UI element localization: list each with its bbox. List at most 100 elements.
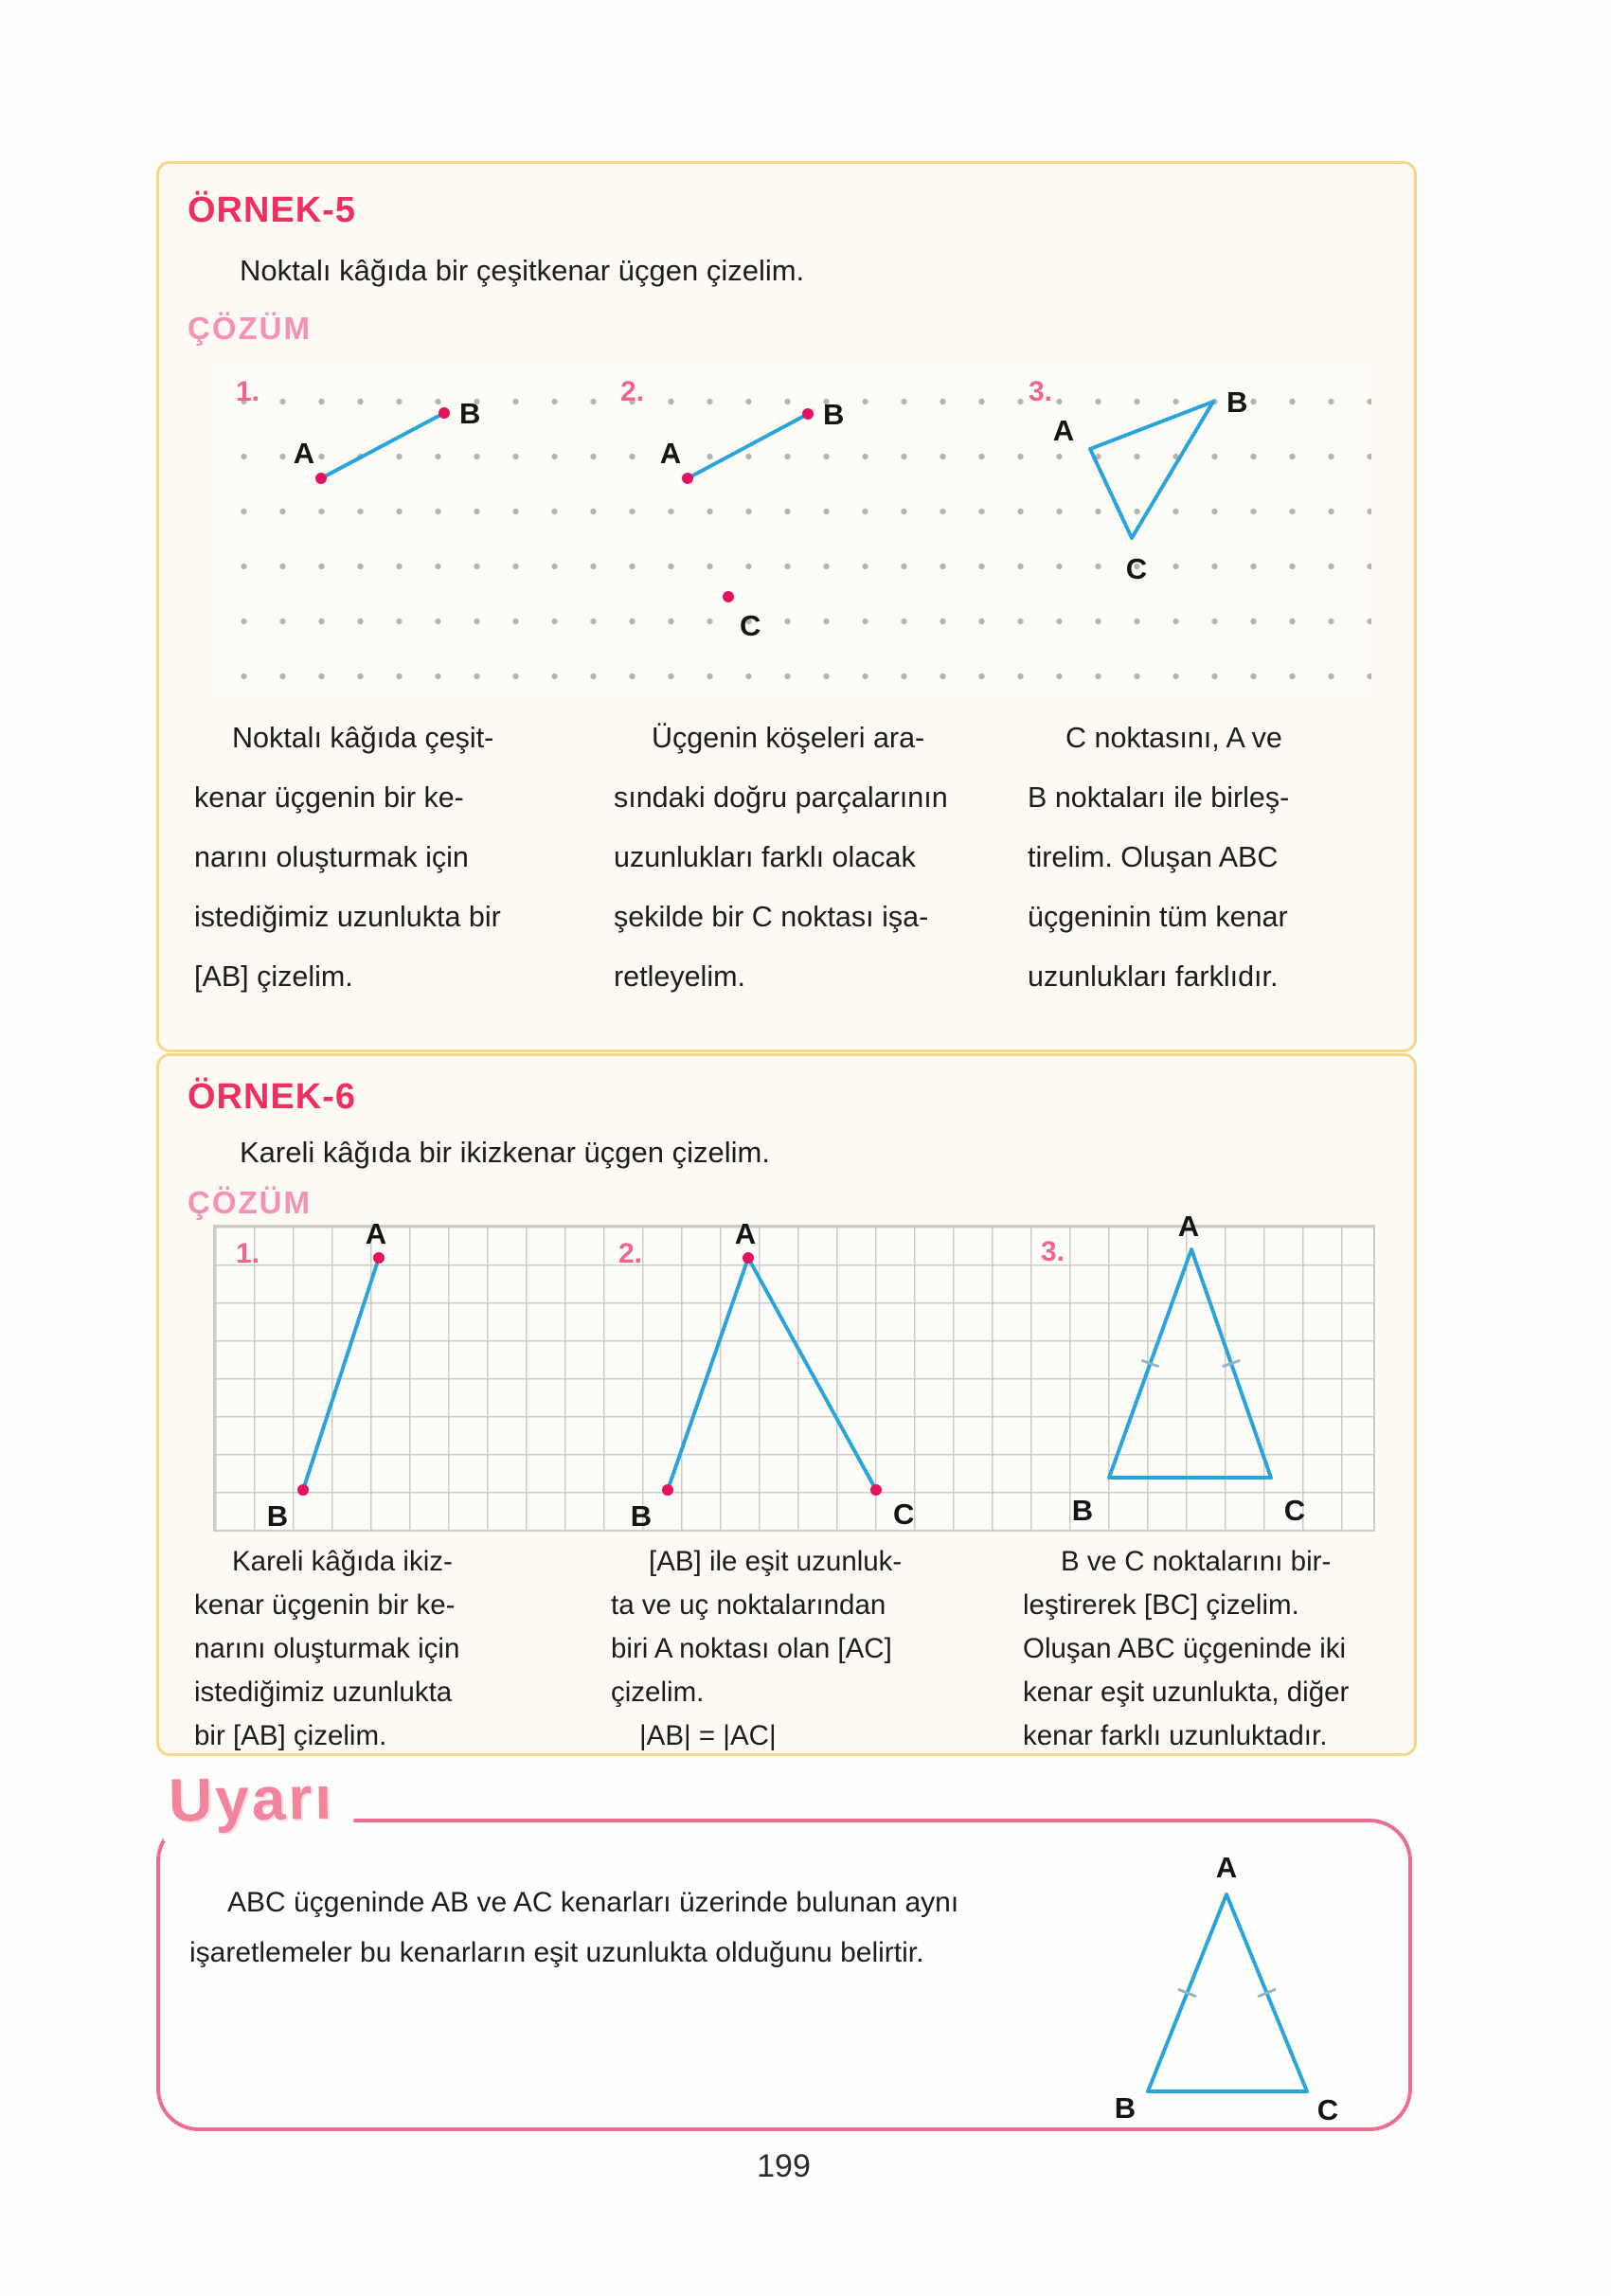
vertex-label-a: A [366, 1217, 386, 1250]
segment-ab [319, 411, 446, 480]
text-line: B noktaları ile birleş- [1028, 781, 1290, 814]
vertex-dot-c [870, 1484, 882, 1496]
step-number: 3. [1041, 1236, 1065, 1267]
vertex-dot-b [662, 1484, 673, 1496]
ornek6-diagram-step-3: 3. A B C [1041, 1210, 1305, 1527]
text-line: narını oluşturmak için [194, 841, 469, 873]
text-line: Kareli kâğıda ikiz- [232, 1546, 453, 1577]
text-line: şekilde bir C noktası işa- [614, 901, 929, 933]
triangle-abc [1146, 1892, 1309, 2093]
ornek6-solution-label: ÇÖZÜM [188, 1185, 312, 1220]
vertex-dot-a [315, 473, 327, 484]
ornek6-title: ÖRNEK-6 [188, 1077, 357, 1117]
ornek5-solution-label: ÇÖZÜM [188, 311, 312, 346]
ornek6-column-2: [AB] ile eşit uzunluk- ta ve uç noktalar… [611, 1540, 902, 1758]
segment-ab [686, 412, 810, 480]
vertex-label-a: A [1053, 414, 1074, 447]
segment-ab [666, 1256, 750, 1492]
vertex-label-a: A [660, 437, 681, 470]
text-line: üçgeninin tüm kenar [1028, 901, 1288, 933]
triangle-abc [1107, 1247, 1273, 1480]
ornek5-column-3: C noktasını, A ve B noktaları ile birleş… [1028, 709, 1289, 1007]
text-line: [AB] ile eşit uzunluk- [649, 1546, 903, 1577]
vertex-dot-c [723, 591, 734, 602]
vertex-label-c: C [1126, 552, 1147, 585]
vertex-label-c: C [1317, 2093, 1338, 2126]
text-line: çizelim. [611, 1677, 705, 1708]
triangle-abc [1088, 400, 1215, 540]
ornek5-dotted-paper [213, 365, 1371, 696]
vertex-label-c: C [740, 609, 761, 642]
uyari-box [156, 1819, 1412, 2131]
text-line: uzunlukları farklı olacak [614, 841, 916, 873]
vertex-dot-b [439, 407, 450, 419]
text-line: B ve C noktalarını bir- [1061, 1546, 1332, 1577]
vertex-label-b: B [459, 397, 480, 430]
text-line: C noktasını, A ve [1065, 722, 1282, 754]
ornek5-prompt: Noktalı kâğıda bir çeşitkenar üçgen çize… [240, 254, 805, 287]
text-line: narını oluşturmak için [194, 1633, 460, 1664]
ornek6-prompt: Kareli kâğıda bir ikizkenar üçgen çizeli… [240, 1136, 770, 1169]
uyari-label: Uyarı [162, 1762, 354, 1841]
text-line: kenar üçgenin bir ke- [194, 1589, 456, 1621]
vertex-dot-b [802, 408, 814, 420]
text-line: bir [AB] çizelim. [194, 1720, 387, 1751]
vertex-label-b: B [1072, 1494, 1093, 1527]
ornek5-diagram-step-1: 1. A B [236, 376, 480, 484]
equal-tick-ab [1177, 1988, 1197, 1998]
equal-tick-ac [1257, 1988, 1277, 1998]
ornek6-diagram-step-2: 2. A B C [618, 1217, 914, 1533]
step-number: 3. [1029, 376, 1052, 407]
vertex-dot-a [373, 1252, 385, 1264]
text-line: biri A noktası olan [AC] [611, 1633, 892, 1664]
ornek5-diagram-step-2: 2. A B C [620, 376, 844, 642]
ornek6-column-3: B ve C noktalarını bir- leştirerek [BC] … [1023, 1540, 1349, 1758]
step-number: 2. [620, 376, 644, 407]
ornek5-diagrams: 1. A B 2. A B C 3. A B C [236, 376, 1247, 642]
vertex-label-a: A [1178, 1210, 1199, 1243]
text-line: istediğimiz uzunlukta [194, 1677, 453, 1708]
ornek5-title: ÖRNEK-5 [188, 190, 357, 230]
text-line: ta ve uç noktalarından [611, 1589, 886, 1621]
segment-ab [301, 1256, 381, 1492]
equal-tick-ab [1141, 1359, 1159, 1368]
step-number: 2. [618, 1238, 642, 1269]
ornek5-column-1: Noktalı kâğıda çeşit- kenar üçgenin bir … [194, 709, 501, 1007]
vertex-label-b: B [631, 1499, 652, 1533]
text-line: Oluşan ABC üçgeninde iki [1023, 1633, 1347, 1664]
vertex-label-b: B [1226, 386, 1247, 419]
step-number: 1. [236, 376, 260, 407]
vertex-dot-b [297, 1484, 309, 1496]
ornek5-diagram-step-3: 3. A B C [1029, 376, 1247, 585]
vertex-label-c: C [1284, 1494, 1305, 1527]
text-line: [AB] çizelim. [194, 960, 353, 993]
vertex-label-b: B [267, 1499, 288, 1533]
vertex-dot-a [682, 473, 693, 484]
segment-ac [746, 1256, 878, 1492]
text-line: Üçgenin köşeleri ara- [652, 722, 925, 754]
text-line: istediğimiz uzunlukta bir [194, 901, 501, 933]
text-line: kenar farklı uzunluktadır. [1023, 1720, 1328, 1751]
ornek6-column-1: Kareli kâğıda ikiz- kenar üçgenin bir ke… [194, 1540, 459, 1758]
text-line: tirelim. Oluşan ABC [1028, 841, 1279, 873]
step-number: 1. [236, 1238, 260, 1269]
vertex-label-b: B [823, 398, 844, 431]
ornek5-column-2: Üçgenin köşeleri ara- sındaki doğru parç… [614, 709, 948, 1007]
equal-tick-ac [1222, 1359, 1241, 1368]
text-line: sındaki doğru parçalarının [614, 781, 948, 814]
vertex-label-a: A [1216, 1851, 1237, 1884]
text-line: işaretlemeler bu kenarların eşit uzunluk… [189, 1937, 924, 1968]
ornek6-diagrams: 1. A B 2. A B C 3. A B C [236, 1210, 1305, 1533]
text-line: Noktalı kâğıda çeşit- [232, 722, 494, 754]
vertex-label-b: B [1115, 2091, 1136, 2125]
vertex-dot-a [743, 1252, 754, 1264]
text-line: kenar eşit uzunlukta, diğer [1023, 1677, 1350, 1708]
text-line: ABC üçgeninde AB ve AC kenarları üzerind… [227, 1887, 959, 1918]
text-line: retleyelim. [614, 960, 745, 993]
text-line: uzunlukları farklıdır. [1028, 960, 1279, 993]
page-number: 199 [757, 2148, 811, 2184]
text-line: leştirerek [BC] çizelim. [1023, 1589, 1299, 1621]
equation-line: |AB| = |AC| [639, 1720, 777, 1751]
vertex-label-a: A [735, 1217, 756, 1250]
